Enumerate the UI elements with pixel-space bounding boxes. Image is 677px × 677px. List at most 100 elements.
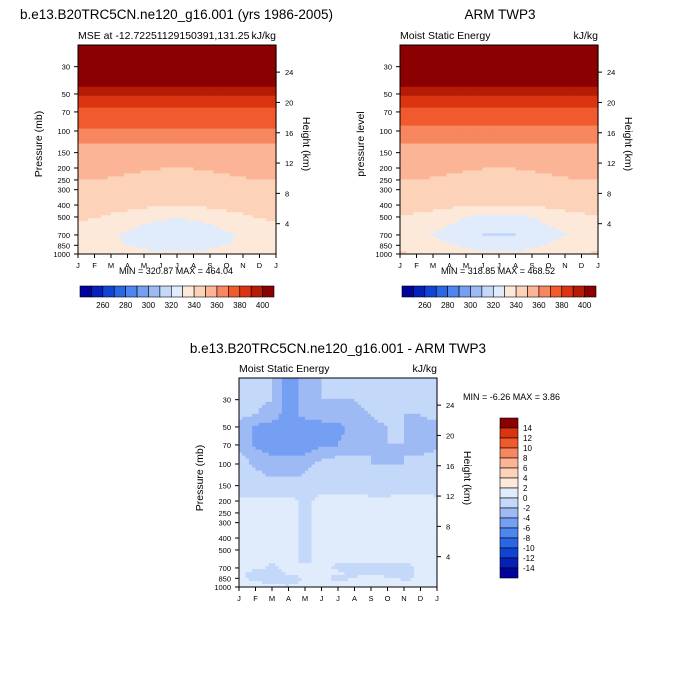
contour-cell: [150, 74, 155, 79]
contour-cell: [180, 164, 185, 169]
contour-cell: [170, 158, 175, 163]
contour-cell: [213, 50, 218, 55]
contour-cell: [134, 104, 138, 109]
contour-cell: [226, 80, 231, 85]
contour-cell: [246, 155, 251, 160]
contour-cell: [229, 92, 234, 97]
contour-cell: [130, 161, 135, 166]
contour-cell: [114, 89, 119, 94]
contour-cell: [127, 101, 132, 106]
contour-cell: [206, 62, 211, 67]
contour-cell: [170, 107, 175, 112]
contour-cell: [120, 146, 125, 151]
colorbar-swatch: [79, 285, 92, 298]
contour-cell: [173, 137, 178, 142]
contour-cell: [249, 134, 254, 139]
contour-cell: [269, 119, 274, 124]
contour-cell: [249, 155, 254, 160]
contour-cell: [239, 161, 244, 166]
contour-cell: [243, 53, 247, 58]
contour-cell: [173, 104, 178, 109]
contour-cell: [94, 164, 99, 169]
contour-cell: [127, 45, 132, 49]
contour-cell: [223, 161, 228, 166]
contour-cell: [183, 68, 188, 73]
contour-cell: [216, 143, 221, 148]
contour-cell: [219, 95, 224, 100]
contour-cell: [117, 149, 122, 154]
contour-cell: [266, 143, 270, 148]
contour-cell: [114, 68, 119, 73]
contour-cell: [216, 122, 221, 127]
contour-cell: [266, 89, 270, 94]
contour-cell: [160, 164, 165, 169]
contour-cell: [104, 45, 109, 49]
contour-cell: [196, 65, 201, 70]
contour-cell: [200, 53, 204, 58]
contour-cell: [163, 113, 168, 118]
contour-cell: [170, 140, 175, 145]
contour-cell: [167, 119, 171, 124]
contour-cell: [266, 146, 270, 151]
contour-cell: [243, 137, 247, 142]
contour-cell: [84, 86, 89, 91]
contour-cell: [256, 86, 261, 91]
contour-cell: [266, 134, 270, 139]
contour-cell: [127, 56, 132, 61]
contour-cell: [117, 122, 122, 127]
contour-cell: [193, 161, 198, 166]
contour-cell: [246, 116, 251, 121]
contour-cell: [262, 119, 267, 124]
contour-cell: [243, 143, 247, 148]
contour-cell: [91, 131, 96, 136]
contour-cell: [226, 137, 231, 142]
contour-cell: [111, 116, 115, 121]
contour-cell: [94, 146, 99, 151]
contour-cell: [87, 68, 92, 73]
contour-cell: [137, 98, 142, 103]
contour-cell: [196, 137, 201, 142]
contour-cell: [124, 152, 129, 157]
contour-cell: [163, 80, 168, 85]
contour-cell: [203, 83, 208, 88]
contour-cell: [259, 104, 264, 109]
contour-cell: [190, 68, 195, 73]
contour-cell: [127, 65, 132, 70]
contour-cell: [160, 149, 165, 154]
contour-cell: [236, 89, 241, 94]
contour-cell: [78, 56, 82, 61]
contour-cell: [144, 107, 148, 112]
contour-cell: [243, 71, 247, 76]
contour-cell: [124, 110, 129, 115]
contour-cell: [229, 161, 234, 166]
contour-cell: [114, 80, 119, 85]
contour-cell: [183, 98, 188, 103]
contour-cell: [147, 74, 152, 79]
contour-cell: [210, 146, 214, 151]
contour-cell: [256, 104, 261, 109]
contour-cell: [180, 161, 185, 166]
contour-cell: [78, 128, 82, 133]
contour-cell: [107, 131, 112, 136]
contour-cell: [101, 71, 105, 76]
contour-cell: [173, 53, 178, 58]
contour-cell: [173, 86, 178, 91]
contour-cell: [114, 122, 119, 127]
contour-cell: [190, 83, 195, 88]
contour-cell: [262, 131, 267, 136]
contour-cell: [111, 45, 115, 49]
contour-cell: [160, 161, 165, 166]
contour-cell: [233, 92, 237, 97]
contour-cell: [213, 164, 218, 169]
contour-cell: [167, 131, 171, 136]
contour-cell: [153, 83, 158, 88]
contour-cell: [210, 155, 214, 160]
contour-cell: [120, 101, 125, 106]
contour-cell: [130, 122, 135, 127]
contour-cell: [150, 104, 155, 109]
contour-cell: [272, 80, 277, 85]
contour-cell: [239, 86, 244, 91]
contour-cell: [223, 68, 228, 73]
contour-cell: [167, 101, 171, 106]
contour-cell: [203, 104, 208, 109]
